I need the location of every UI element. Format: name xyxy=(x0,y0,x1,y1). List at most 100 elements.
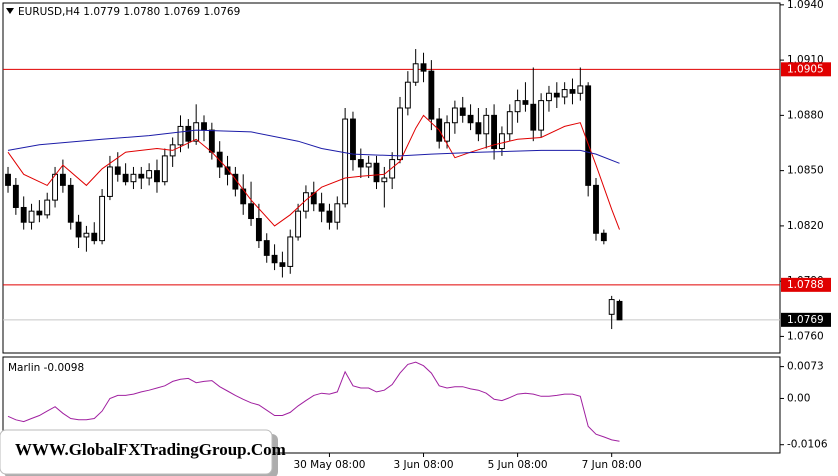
candle-body xyxy=(224,166,231,175)
candle-body xyxy=(451,107,458,124)
candle-body xyxy=(569,89,576,94)
candle-body xyxy=(357,159,364,168)
candle-body xyxy=(146,170,153,179)
candle-body xyxy=(318,203,325,212)
candle-body xyxy=(20,206,27,223)
candle-body xyxy=(365,162,372,168)
candle-body xyxy=(201,122,207,131)
candle-body xyxy=(263,240,270,256)
candle-body xyxy=(600,232,607,242)
candle-body xyxy=(44,199,51,216)
candle-body xyxy=(67,184,74,223)
candle-body xyxy=(459,107,466,116)
plot-layer: 1.09401.09101.08801.08501.08201.07901.07… xyxy=(3,0,831,471)
candle-body xyxy=(593,184,599,234)
x-tick-label: 7 Jun 08:00 xyxy=(582,459,642,471)
candle-body xyxy=(546,92,552,102)
y-tick-label: 1.0880 xyxy=(787,109,824,121)
candle-body xyxy=(122,173,129,183)
candle-body xyxy=(506,111,513,135)
candle-body xyxy=(538,100,545,131)
y-tick-label: -0.0106 xyxy=(787,439,828,451)
indicator-panel xyxy=(2,356,781,454)
candle-body xyxy=(130,173,137,183)
candle-body xyxy=(514,100,521,113)
candle-body xyxy=(326,210,333,223)
candle-body xyxy=(99,195,106,242)
candle-body xyxy=(389,159,396,179)
candle-body xyxy=(342,118,349,205)
moving-average xyxy=(7,129,620,164)
candle-body xyxy=(248,203,254,220)
candle-body xyxy=(114,166,121,175)
indicator-line xyxy=(7,361,620,442)
candle-body xyxy=(373,162,380,183)
candle-body xyxy=(255,218,262,242)
candle-body xyxy=(310,192,317,205)
main-panel xyxy=(2,2,781,354)
candle-body xyxy=(350,118,356,161)
candle-body xyxy=(522,100,529,105)
candle-body xyxy=(491,114,498,150)
candle-body xyxy=(287,236,294,267)
candle-body xyxy=(467,114,474,124)
candle-body xyxy=(271,254,278,264)
y-tick-label: 0.0073 xyxy=(787,361,824,373)
candle-body xyxy=(420,63,427,72)
moving-average xyxy=(7,114,620,230)
candle-body xyxy=(107,166,113,197)
indicator-title: Marlin -0.0098 xyxy=(8,362,84,374)
candle-body xyxy=(208,129,215,153)
candle-body xyxy=(404,81,411,109)
level-label-box xyxy=(781,62,831,77)
candle-body xyxy=(412,63,419,83)
watermark-panel xyxy=(0,429,273,475)
y-tick-label: 0.00 xyxy=(787,392,810,404)
candle-body xyxy=(483,114,490,135)
candle-body xyxy=(279,262,286,267)
level-label: 1.0905 xyxy=(787,63,824,75)
candle-body xyxy=(295,210,302,238)
candle-body xyxy=(154,170,160,183)
candle-body xyxy=(498,133,505,150)
candle-body xyxy=(193,122,200,142)
candle-body xyxy=(577,85,584,94)
x-tick-label: 3 Jun 08:00 xyxy=(394,459,454,471)
candle-body xyxy=(36,210,43,216)
candle-body xyxy=(444,122,450,142)
candle-body xyxy=(5,173,11,186)
candle-body xyxy=(397,107,403,161)
candle-body xyxy=(530,103,537,131)
y-tick-label: 1.0940 xyxy=(787,0,824,11)
candle-body xyxy=(185,125,192,142)
candle-body xyxy=(52,173,58,201)
candle-body xyxy=(91,232,98,242)
candle-body xyxy=(161,155,168,183)
candle-body xyxy=(475,122,482,135)
candle-body xyxy=(381,177,388,183)
x-tick-label: 5 Jun 08:00 xyxy=(488,459,548,471)
candle-body xyxy=(608,299,615,315)
candle-body xyxy=(334,203,341,223)
level-label-box xyxy=(781,277,831,292)
y-tick-label: 1.0850 xyxy=(787,165,824,177)
candle-body xyxy=(616,300,623,321)
level-label: 1.0788 xyxy=(787,279,824,291)
candle-body xyxy=(177,125,184,146)
candle-body xyxy=(561,89,568,98)
candle-body xyxy=(83,232,90,238)
candle-body xyxy=(28,210,35,223)
watermark-text: WWW.GlobalFXTradingGroup.Com xyxy=(15,440,286,459)
chart-header: EURUSD,H4 1.0779 1.0780 1.0769 1.0769 xyxy=(18,6,240,18)
candle-body xyxy=(138,173,145,179)
y-tick-label: 1.0760 xyxy=(787,330,824,342)
collapse-icon xyxy=(6,8,14,14)
candle-body xyxy=(553,92,560,98)
candle-body xyxy=(12,184,19,208)
last-price-label: 1.0769 xyxy=(787,314,824,326)
y-tick-label: 1.0820 xyxy=(787,220,824,232)
candle-body xyxy=(75,221,82,238)
last-price-box xyxy=(781,312,831,327)
